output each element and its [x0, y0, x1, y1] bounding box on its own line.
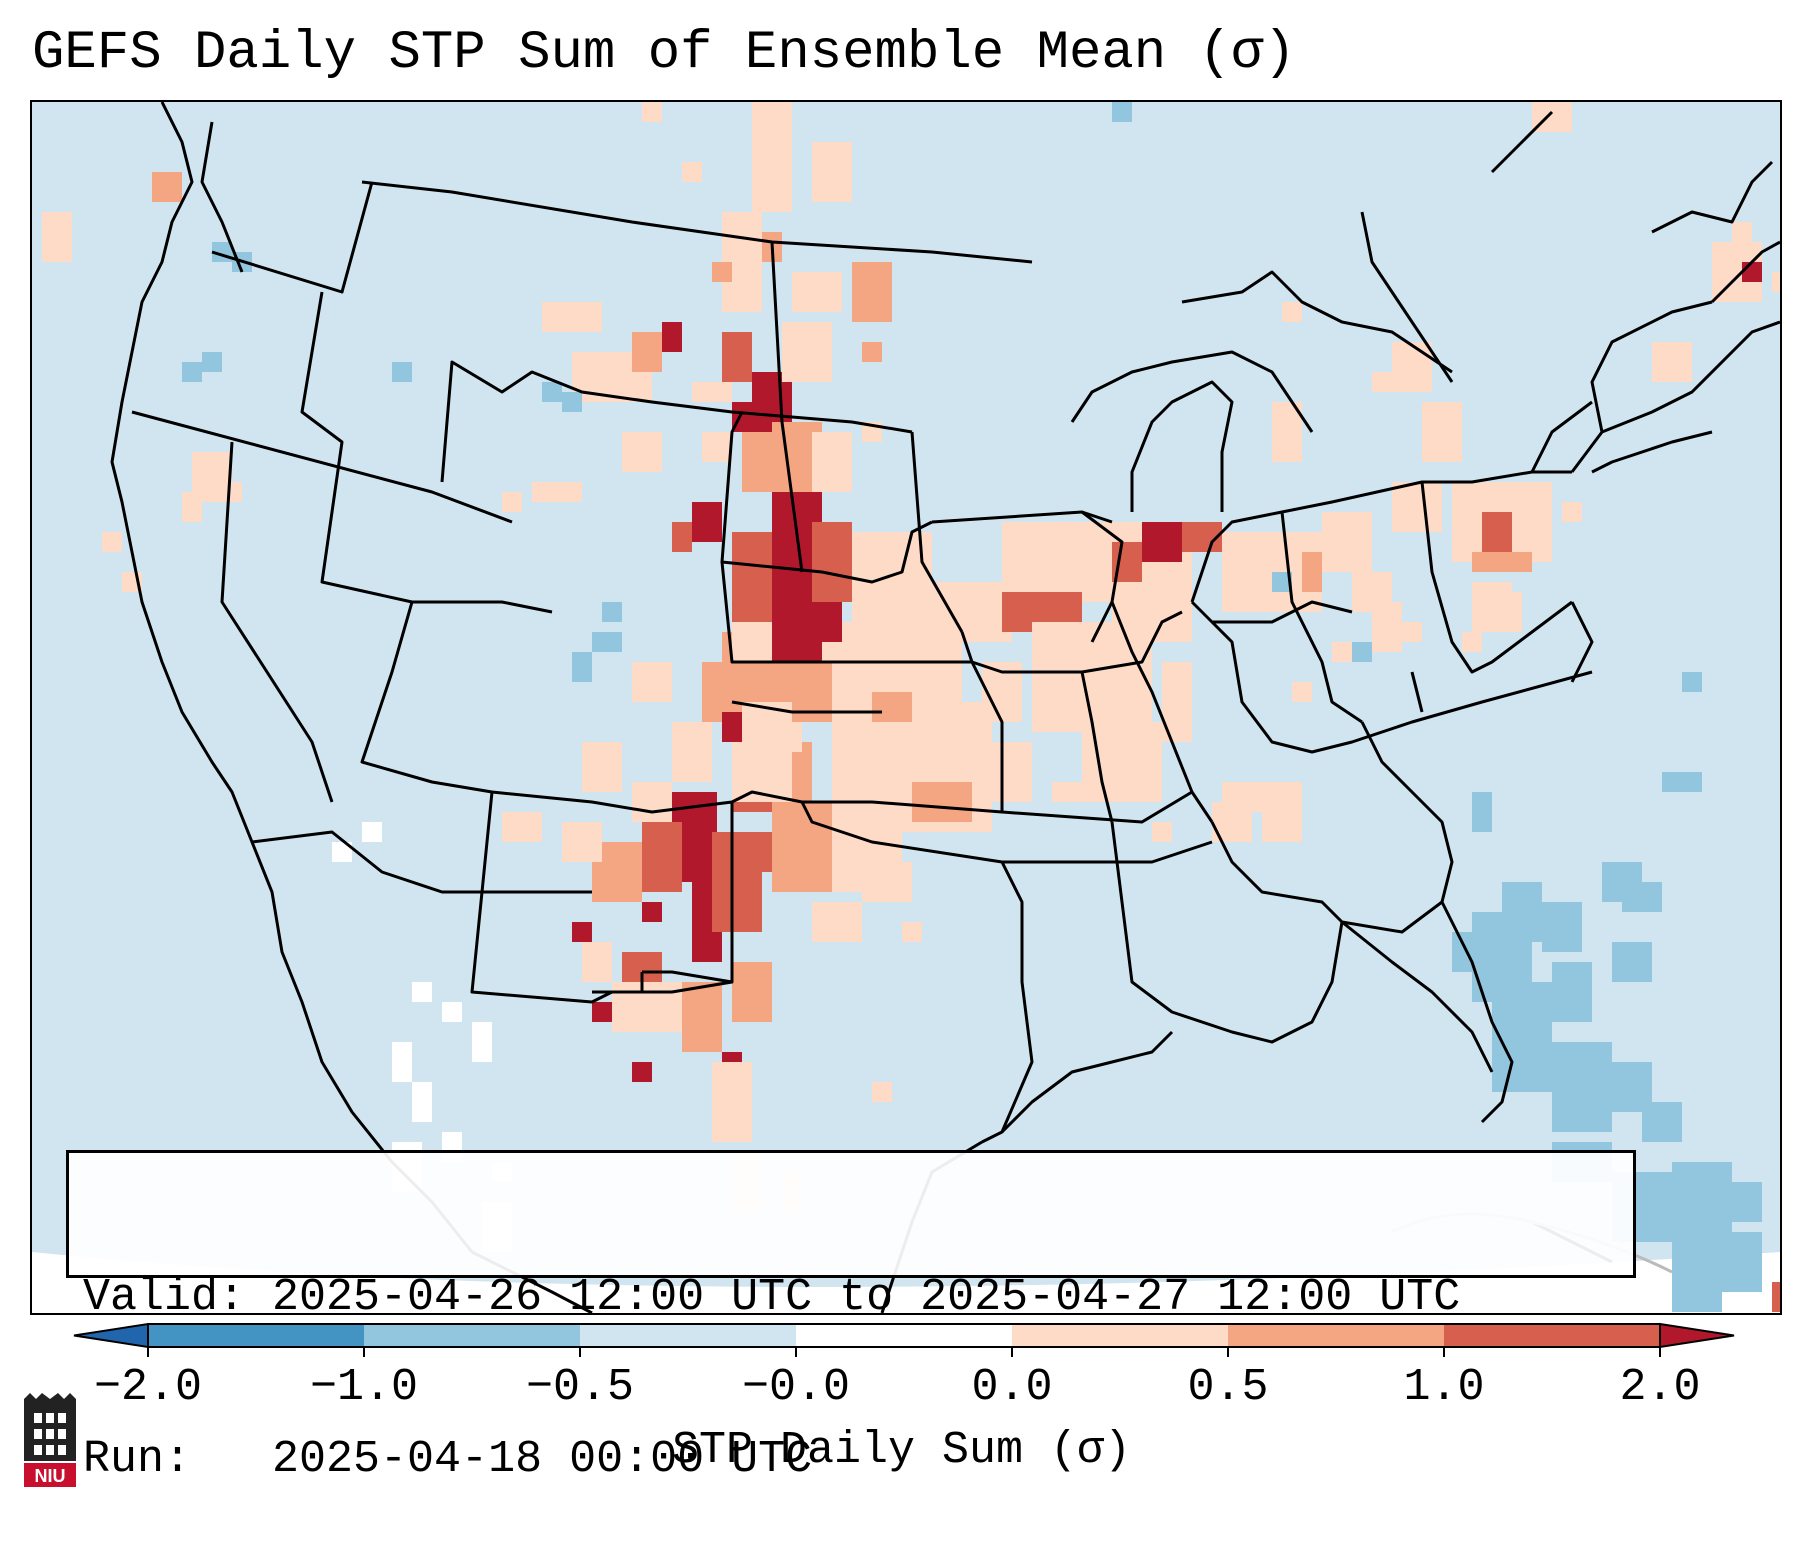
colorbar-extend-extreme-pos [1660, 1324, 1734, 1347]
colorbar-segment-background [580, 1324, 797, 1347]
colorbar-segment-high-pos [1444, 1324, 1661, 1347]
colorbar-label: STP Daily Sum (σ) [671, 1425, 1132, 1476]
colorbar-segment-weak-neg [364, 1324, 581, 1347]
colorbar-segment-moderate-pos [1228, 1324, 1445, 1347]
colorbar-segment-weak-pos [1012, 1324, 1229, 1347]
colorbar-tick-label: −0.5 [525, 1362, 635, 1413]
colorbar-segment-moderate-neg [148, 1324, 365, 1347]
colorbar-tick-label: −0.0 [741, 1362, 851, 1413]
validity-info-box: Valid: 2025-04-26 12:00 UTC to 2025-04-2… [66, 1150, 1636, 1485]
colorbar-tick-label: 1.0 [1403, 1362, 1485, 1413]
colorbar-tick-label: 0.5 [1187, 1362, 1269, 1413]
map-title: GEFS Daily STP Sum of Ensemble Mean (σ) [32, 23, 1296, 84]
colorbar [73, 1322, 1735, 1357]
stp-grid-cells [42, 102, 1780, 1312]
stp-map [32, 102, 1780, 1313]
colorbar-extend-strong-neg [74, 1324, 148, 1347]
logo-text: NIU [35, 1466, 66, 1486]
colorbar-tick-label: −2.0 [93, 1362, 203, 1413]
colorbar-tick-label: −1.0 [309, 1362, 419, 1413]
run-time-line: Run: 2025-04-18 00:00 UTC [83, 1434, 813, 1485]
state-borders [110, 102, 1780, 1313]
colorbar-tick-label: 2.0 [1619, 1362, 1701, 1413]
niu-logo-icon: NIU [24, 1393, 76, 1487]
projection-edge [32, 1252, 1780, 1313]
map-panel [30, 100, 1782, 1315]
colorbar-segment-none [796, 1324, 1013, 1347]
colorbar-tick-label: 0.0 [971, 1362, 1053, 1413]
valid-time-line: Valid: 2025-04-26 12:00 UTC to 2025-04-2… [83, 1272, 1461, 1323]
